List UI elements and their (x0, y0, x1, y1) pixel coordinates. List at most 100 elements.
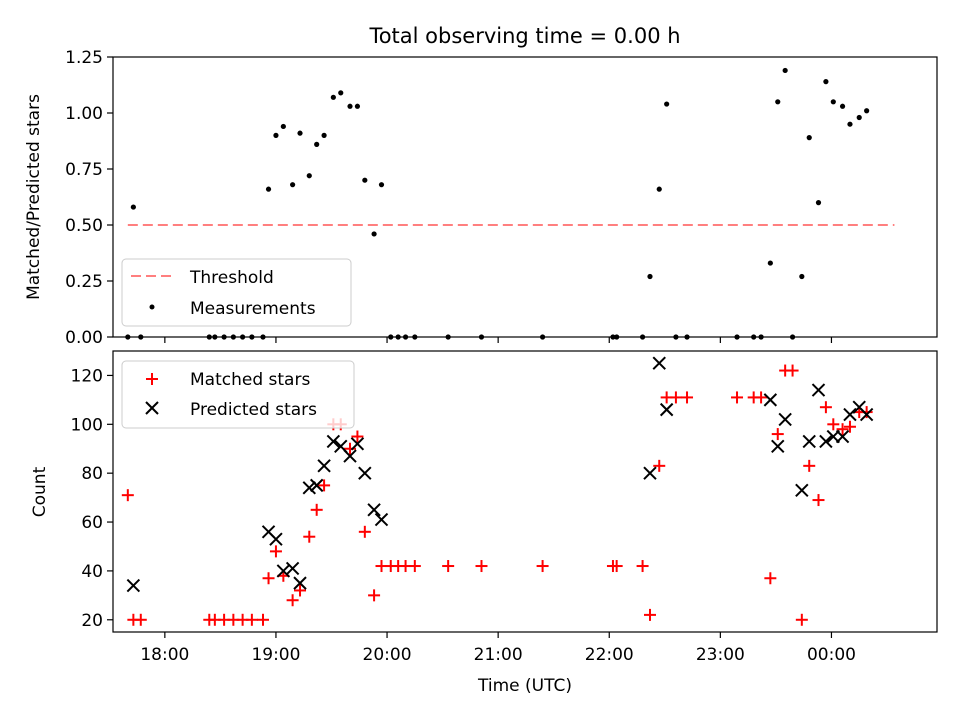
measurement-point (830, 99, 836, 105)
predicted-star-marker (659, 402, 674, 417)
matched-star-marker (653, 459, 666, 472)
matched-star-marker (536, 560, 549, 573)
predicted-star-marker (367, 503, 381, 517)
matched-star-marker (286, 594, 299, 607)
measurement-point (297, 130, 303, 136)
predicted-star-marker (811, 383, 826, 397)
legend-label-threshold: Threshold (189, 268, 274, 288)
matched-star-marker (610, 560, 623, 573)
predicted-star-marker (835, 429, 850, 444)
matched-star-marker (442, 560, 455, 573)
predicted-star-marker (293, 576, 307, 590)
top-y-tick-label: 1.00 (65, 104, 103, 124)
bottom-y-tick-label: 60 (81, 513, 103, 533)
bottom-y-tick-label: 120 (71, 366, 103, 386)
measurement-point (314, 141, 320, 147)
predicted-star-marker (350, 437, 365, 451)
legend-label-predicted-stars: Predicted stars (190, 400, 317, 420)
predicted-star-marker (643, 466, 657, 480)
legend-label-matched-stars: Matched stars (190, 370, 310, 390)
bottom-x-tick-label: 20:00 (363, 645, 412, 665)
matched-star-marker (303, 530, 316, 543)
measurement-point (782, 67, 788, 74)
measurement-point (823, 79, 829, 85)
matched-star-marker (795, 613, 808, 626)
top-y-axis: 0.00 0.25 0.50 0.75 1.00 1.25 (65, 48, 113, 348)
bottom-y-axis: 20 40 60 80 100 120 (71, 366, 113, 631)
matched-star-marker (636, 560, 649, 573)
predicted-star-marker (317, 459, 331, 473)
matched-star-marker (269, 545, 282, 558)
predicted-star-marker (374, 512, 389, 527)
matched-star-marker (755, 391, 768, 404)
measurement-point (806, 135, 812, 141)
matched-star-marker (860, 406, 873, 419)
measurement-point (378, 182, 385, 188)
matched-star-marker (843, 420, 856, 433)
measurement-point (371, 231, 377, 237)
matched-star-marker (358, 525, 371, 538)
top-y-tick-label: 0.25 (65, 272, 103, 292)
matched-star-marker (408, 560, 421, 573)
predicted-star-marker (285, 561, 300, 576)
matched-star-marker (812, 494, 825, 507)
figure-title: Total observing time = 0.00 h (368, 24, 680, 48)
legend-label-measurements: Measurements (190, 299, 316, 319)
measurement-point (330, 94, 336, 100)
matched-star-marker (475, 560, 488, 573)
top-y-tick-label: 0.75 (65, 160, 103, 180)
matched-star-marker (121, 489, 134, 502)
top-plot-marks (125, 67, 895, 340)
bottom-x-tick-label: 18:00 (140, 645, 189, 665)
top-legend: Threshold Measurements (121, 258, 352, 327)
top-axes-frame (112, 56, 938, 338)
predicted-star-marker (652, 356, 666, 370)
bottom-x-axis-label: Time (UTC) (477, 676, 572, 696)
measurement-point (347, 103, 353, 109)
matched-star-marker (764, 572, 777, 585)
bottom-y-tick-label: 40 (81, 562, 103, 582)
matched-star-marker (318, 479, 331, 492)
bottom-y-tick-label: 80 (81, 464, 103, 484)
top-y-tick-label: 0.50 (65, 216, 103, 236)
predicted-star-marker (302, 481, 316, 495)
matched-star-marker (803, 459, 816, 472)
matched-star-marker (294, 584, 307, 597)
predicted-stars-legend-swatch (145, 401, 159, 415)
measurement-point (799, 273, 805, 280)
matched-star-marker (310, 503, 323, 516)
predicted-star-marker (859, 407, 874, 422)
bottom-y-tick-label: 100 (71, 415, 103, 435)
bottom-axes-frame (112, 350, 938, 633)
bottom-y-axis-label: Count (30, 466, 50, 517)
measurement-point (265, 186, 272, 192)
measurement-point (815, 200, 822, 206)
matched-star-marker (771, 428, 784, 441)
bottom-x-tick-label: 21:00 (474, 645, 523, 665)
predicted-star-marker (358, 466, 372, 480)
measurement-point (306, 173, 312, 179)
bottom-x-tick-label: 19:00 (251, 645, 300, 665)
measurement-point (338, 90, 344, 96)
matched-star-marker (643, 608, 656, 621)
bottom-x-tick-label: 00:00 (807, 645, 856, 665)
measurement-point (290, 182, 296, 188)
predicted-star-marker (778, 412, 792, 427)
matched-star-marker (681, 391, 694, 404)
matched-star-marker (827, 418, 840, 431)
predicted-star-marker (309, 478, 324, 493)
measurement-point (354, 103, 361, 109)
measurement-point (847, 121, 853, 127)
measurement-point (130, 204, 136, 210)
top-y-tick-label: 0.00 (65, 328, 103, 348)
predicted-star-marker (343, 449, 357, 463)
matched-star-marker (819, 401, 832, 414)
matched-stars-legend-swatch (146, 373, 158, 385)
bottom-x-tick-label: 23:00 (696, 645, 745, 665)
predicted-star-marker (795, 483, 809, 497)
predicted-star-marker (126, 578, 141, 593)
predicted-star-marker (326, 434, 341, 449)
measurement-point (647, 273, 653, 280)
matched-star-marker (836, 423, 849, 436)
predicted-star-marker (802, 434, 816, 449)
